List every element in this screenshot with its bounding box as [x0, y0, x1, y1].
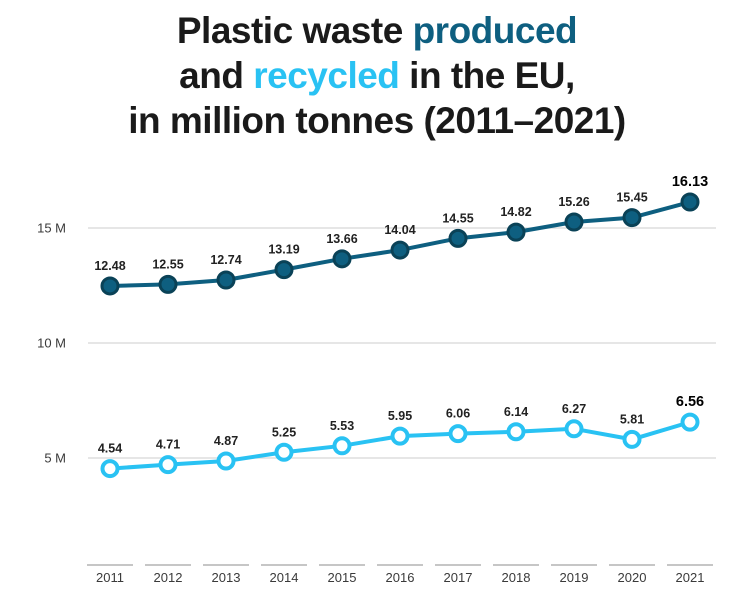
year-label: 2019 — [560, 570, 589, 585]
title-text-plain: Plastic waste — [176, 10, 413, 51]
year-label: 2020 — [618, 570, 647, 585]
title-line-1: Plastic waste produced — [0, 8, 754, 53]
recycled-value-label: 4.87 — [214, 434, 238, 448]
recycled-data-point-marker — [332, 436, 352, 456]
produced-value-label: 13.19 — [268, 243, 299, 257]
title-word-recycled: recycled — [253, 55, 400, 97]
produced-value-label: 12.74 — [210, 253, 241, 267]
recycled-data-point-marker — [564, 419, 584, 439]
produced-data-point-marker — [158, 274, 178, 294]
produced-value-label: 14.04 — [384, 223, 415, 237]
title-line-2: and recycled in the EU, — [0, 53, 754, 98]
year-label: 2013 — [212, 570, 241, 585]
recycled-value-label: 4.54 — [98, 442, 122, 456]
year-label: 2015 — [328, 570, 357, 585]
y-axis-label: 10 M — [37, 336, 66, 351]
produced-data-point-marker — [622, 208, 642, 228]
produced-value-label: 15.26 — [558, 195, 589, 209]
produced-data-point-marker — [506, 222, 526, 242]
recycled-value-label: 6.27 — [562, 402, 586, 416]
produced-data-point-marker — [100, 276, 120, 296]
recycled-data-point-marker — [448, 424, 468, 444]
recycled-value-label: 5.81 — [620, 412, 644, 426]
produced-value-label: 14.82 — [500, 205, 531, 219]
recycled-data-point-marker — [100, 459, 120, 479]
recycled-data-point-marker — [622, 429, 642, 449]
produced-data-point-marker — [390, 240, 410, 260]
recycled-data-point-marker — [680, 412, 700, 432]
produced-data-point-marker — [680, 192, 700, 212]
recycled-data-point-marker — [158, 455, 178, 475]
year-label: 2012 — [154, 570, 183, 585]
produced-value-label: 14.55 — [442, 211, 473, 225]
recycled-value-label: 6.14 — [504, 405, 528, 419]
y-axis-label: 15 M — [37, 221, 66, 236]
produced-data-point-marker — [448, 228, 468, 248]
year-label: 2014 — [270, 570, 299, 585]
year-label: 2011 — [96, 570, 124, 585]
title-word-produced: produced — [412, 10, 578, 51]
line-chart: 15 M 10 M 5 M 2011 2012 2013 2014 2015 2016 2017 2… — [37, 174, 716, 585]
recycled-value-label: 5.25 — [272, 425, 296, 439]
recycled-value-label: 5.95 — [388, 409, 412, 423]
produced-data-point-marker — [274, 260, 294, 280]
year-label: 2017 — [444, 570, 473, 585]
year-label: 2016 — [386, 570, 415, 585]
produced-value-label: 12.48 — [94, 259, 125, 273]
produced-value-label: 12.55 — [152, 257, 183, 271]
recycled-data-point-marker — [390, 426, 410, 446]
title-line-3: in million tonnes (2011–2021) — [128, 100, 626, 142]
produced-value-label: 15.45 — [616, 191, 647, 205]
year-label: 2018 — [502, 570, 531, 585]
recycled-value-label: 6.56 — [676, 394, 704, 410]
recycled-value-label: 6.06 — [446, 407, 470, 421]
recycled-data-point-marker — [274, 442, 294, 462]
produced-data-point-marker — [216, 270, 236, 290]
recycled-data-point-marker — [216, 451, 236, 471]
produced-data-point-marker — [564, 212, 584, 232]
title-text-plain: in the EU, — [399, 55, 575, 97]
recycled-data-point-marker — [506, 422, 526, 442]
recycled-value-label: 4.71 — [156, 438, 180, 452]
y-axis-label: 5 M — [44, 451, 66, 466]
produced-data-point-marker — [332, 249, 352, 269]
title-text-plain: and — [179, 55, 254, 97]
year-label: 2021 — [676, 570, 705, 585]
produced-value-label: 16.13 — [672, 174, 708, 190]
produced-value-label: 13.66 — [326, 232, 357, 246]
recycled-value-label: 5.53 — [330, 419, 354, 433]
chart-title: Plastic waste produced and recycled in t… — [0, 0, 754, 157]
